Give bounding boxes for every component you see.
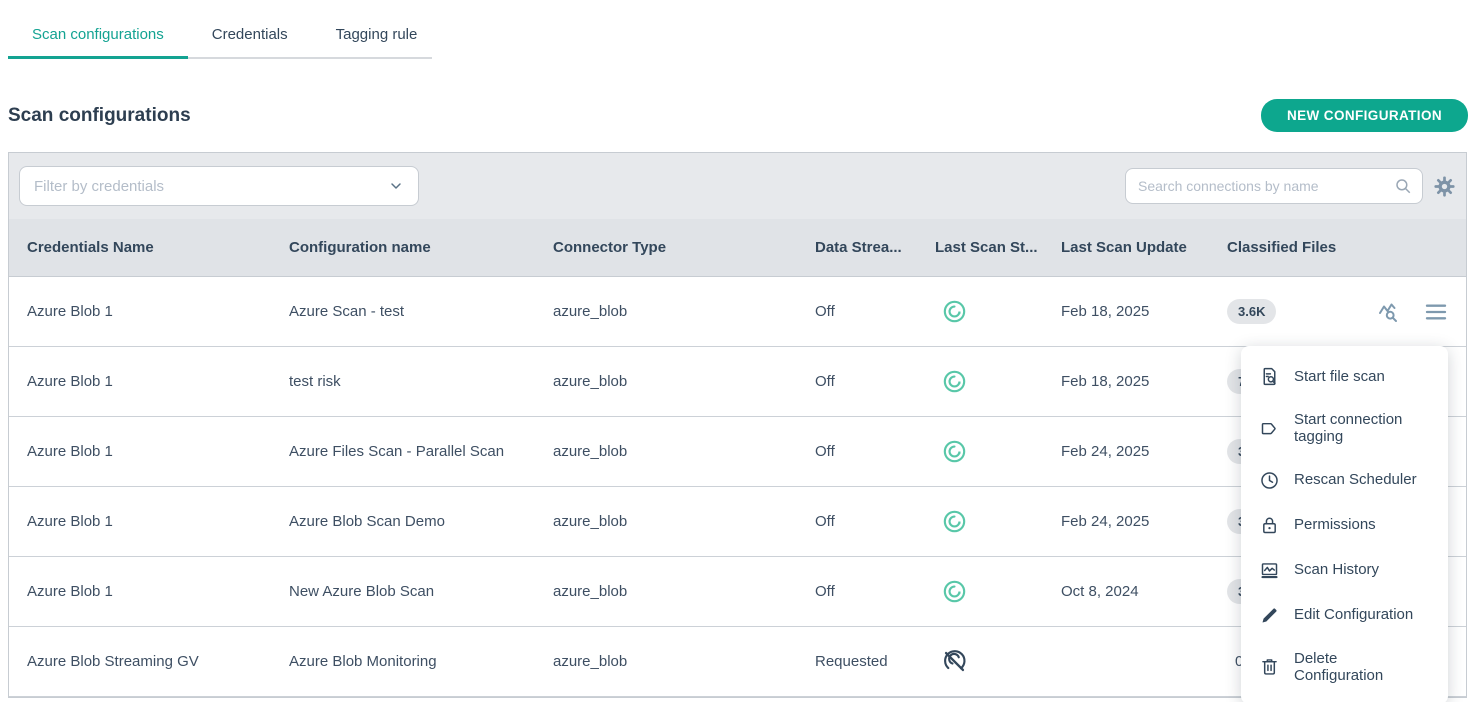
row-menu-icon[interactable] [1425,303,1447,321]
column-header-classified-files: Classified Files [1227,239,1337,256]
column-header-data-stream: Data Strea... [815,239,902,256]
cell-configuration-name: Azure Blob Monitoring [289,653,437,670]
table-row[interactable]: Azure Blob Streaming GV Azure Blob Monit… [9,627,1466,697]
menu-item-permissions[interactable]: Permissions [1241,503,1448,548]
file-search-icon [1259,366,1280,387]
scan-active-icon [935,298,1061,325]
cell-connector-type: azure_blob [553,583,628,600]
table-row[interactable]: Azure Blob 1 Azure Files Scan - Parallel… [9,417,1466,487]
cell-credentials-name: Azure Blob Streaming GV [27,653,199,670]
cell-configuration-name: Azure Blob Scan Demo [289,513,445,530]
clock-icon [1259,470,1280,491]
cell-configuration-name: test risk [289,373,341,390]
filter-bar: Filter by credentials [9,153,1466,219]
scan-active-icon [935,438,1061,465]
tab-bar: Scan configurations Credentials Tagging … [8,14,432,59]
cell-configuration-name: New Azure Blob Scan [289,583,435,600]
search-input[interactable] [1138,178,1394,194]
tab-scan-configurations[interactable]: Scan configurations [8,14,188,59]
cell-connector-type: azure_blob [553,653,628,670]
gear-icon[interactable] [1433,175,1456,198]
filter-bar-right-tools [1125,168,1456,204]
menu-item-delete-configuration[interactable]: Delete Configuration [1241,638,1448,697]
cell-last-scan-update: Feb 24, 2025 [1061,513,1150,530]
classified-files-count: 0 [1235,653,1244,670]
tag-icon [1259,418,1280,439]
cell-credentials-name: Azure Blob 1 [27,373,113,390]
cell-data-stream: Off [815,583,835,600]
cell-data-stream: Off [815,443,835,460]
cell-connector-type: azure_blob [553,373,628,390]
scan-active-icon [935,508,1061,535]
cell-data-stream: Off [815,303,835,320]
cell-last-scan-update: Feb 18, 2025 [1061,303,1150,320]
tab-credentials[interactable]: Credentials [211,26,288,43]
scan-insights-icon[interactable] [1377,300,1401,324]
column-header-configuration-name: Configuration name [289,239,431,256]
page-header: Scan configurations NEW CONFIGURATION [8,99,1468,132]
cell-last-scan-update: Oct 8, 2024 [1061,583,1139,600]
cell-credentials-name: Azure Blob 1 [27,303,113,320]
table-row[interactable]: Azure Blob 1 Azure Scan - test azure_blo… [9,277,1466,347]
menu-item-label: Scan History [1294,561,1380,579]
cell-last-scan-update: Feb 24, 2025 [1061,443,1150,460]
menu-item-label: Edit Configuration [1294,606,1414,624]
menu-item-edit-configuration[interactable]: Edit Configuration [1241,593,1448,638]
menu-item-start-file-scan[interactable]: Start file scan [1241,354,1448,399]
menu-item-label: Start connection tagging [1294,411,1403,446]
cell-data-stream: Off [815,513,835,530]
column-header-last-scan-update: Last Scan Update [1061,239,1187,256]
scan-active-icon [935,578,1061,605]
cell-data-stream: Off [815,373,835,390]
menu-item-start-connection-tagging[interactable]: Start connection tagging [1241,399,1448,458]
credentials-filter-placeholder: Filter by credentials [34,177,165,195]
credentials-filter-dropdown[interactable]: Filter by credentials [19,166,419,206]
tab-tagging-rule[interactable]: Tagging rule [335,26,418,43]
cell-configuration-name: Azure Files Scan - Parallel Scan [289,443,505,460]
new-configuration-button[interactable]: NEW CONFIGURATION [1260,99,1468,132]
menu-item-label: Start file scan [1294,367,1385,385]
scan-active-icon [935,368,1061,395]
menu-item-rescan-scheduler[interactable]: Rescan Scheduler [1241,458,1448,503]
cell-configuration-name: Azure Scan - test [289,303,405,320]
scan-configurations-page: { "colors": { "accent_teal": "#0da78e", … [0,14,1479,702]
trash-icon [1259,656,1280,677]
cell-last-scan-update: Feb 18, 2025 [1061,373,1150,390]
menu-item-label: Delete Configuration [1294,649,1384,684]
table-row[interactable]: Azure Blob 1 test risk azure_blob Off Fe… [9,347,1466,417]
cell-credentials-name: Azure Blob 1 [27,513,113,530]
cell-credentials-name: Azure Blob 1 [27,583,113,600]
table-header-row: Credentials Name Configuration name Conn… [9,219,1466,277]
classified-files-badge: 3.6K [1227,299,1277,324]
scan-disabled-icon [935,648,1061,675]
page-title: Scan configurations [8,104,191,126]
chevron-down-icon [388,178,404,194]
column-header-credentials-name: Credentials Name [27,239,154,256]
scan-history-icon [1259,560,1280,581]
column-header-connector-type: Connector Type [553,239,667,256]
search-box [1125,168,1423,204]
table-row[interactable]: Azure Blob 1 New Azure Blob Scan azure_b… [9,557,1466,627]
lock-icon [1259,515,1280,536]
row-actions [1377,300,1473,324]
search-icon [1394,177,1412,195]
menu-item-label: Rescan Scheduler [1294,471,1417,489]
menu-item-scan-history[interactable]: Scan History [1241,548,1448,593]
cell-credentials-name: Azure Blob 1 [27,443,113,460]
cell-connector-type: azure_blob [553,303,628,320]
cell-connector-type: azure_blob [553,513,628,530]
column-header-last-scan-status: Last Scan St... [935,239,1038,256]
menu-item-label: Permissions [1294,516,1376,534]
cell-data-stream: Requested [815,653,888,670]
cell-connector-type: azure_blob [553,443,628,460]
row-context-menu: Start file scan Start connection tagging… [1241,346,1448,702]
pencil-icon [1259,605,1280,626]
